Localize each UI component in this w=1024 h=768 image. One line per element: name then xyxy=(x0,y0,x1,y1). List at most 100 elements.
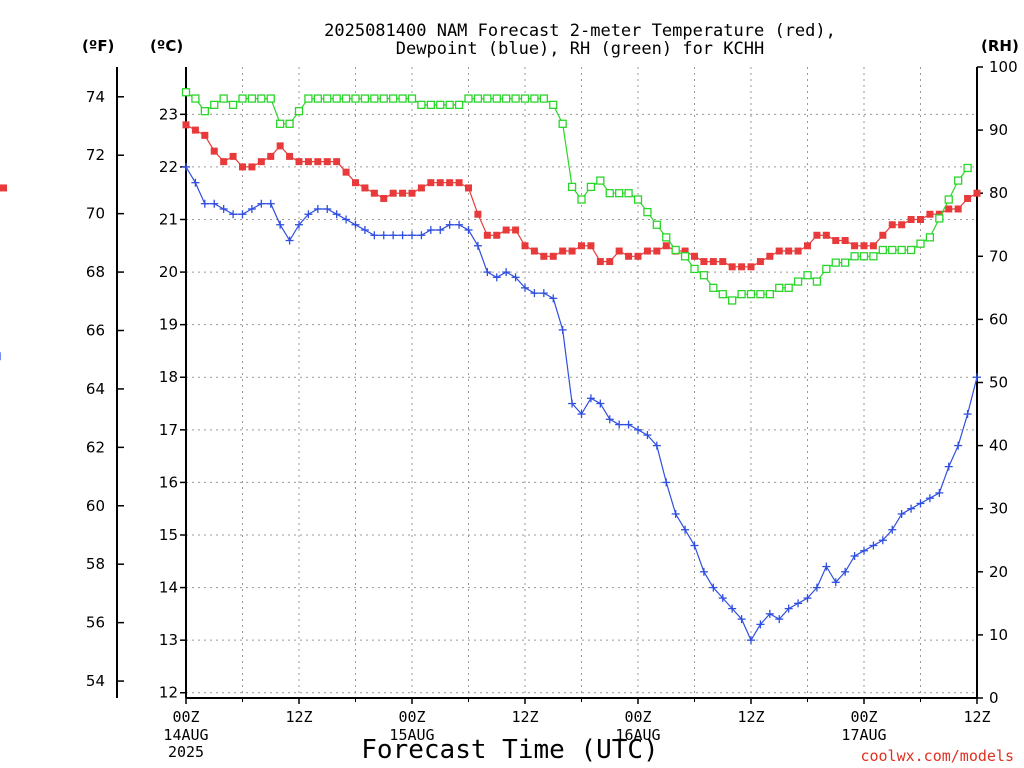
temperature-point xyxy=(267,152,275,160)
dewpoint-point xyxy=(643,431,652,440)
rh-point xyxy=(558,119,567,128)
temperature-point xyxy=(286,152,294,160)
rh-point xyxy=(859,252,869,261)
temperature-point xyxy=(352,179,359,187)
dewpoint-point xyxy=(652,441,661,450)
dewpoint-point xyxy=(596,399,605,408)
temperature-point xyxy=(333,158,341,166)
celsius-tick-label: 16 xyxy=(159,473,178,491)
time-tick-label: 00Z xyxy=(398,708,425,726)
dewpoint-point xyxy=(822,562,831,571)
rh-point xyxy=(313,94,322,103)
temperature-point xyxy=(304,158,312,166)
dewpoint-point xyxy=(483,268,492,277)
fahrenheit-tick-label: 70 xyxy=(86,205,105,223)
fahrenheit-tick-label: 68 xyxy=(86,263,105,281)
rh-tick-label: 30 xyxy=(989,500,1008,518)
temperature-point xyxy=(832,237,840,245)
celsius-tick-label: 22 xyxy=(159,158,178,176)
rh-point xyxy=(841,258,850,267)
dewpoint-point xyxy=(973,373,981,382)
dewpoint-point xyxy=(502,268,511,277)
temperature-point xyxy=(446,179,454,187)
dewpoint-point xyxy=(238,210,247,219)
rh-point xyxy=(360,94,370,103)
rh-point xyxy=(878,245,887,255)
fahrenheit-tick-label: 62 xyxy=(86,438,105,456)
dewpoint-point xyxy=(351,220,360,229)
dewpoint-point xyxy=(756,620,765,629)
dewpoint-point xyxy=(878,536,887,545)
temperature-point xyxy=(643,247,651,255)
rh-point xyxy=(699,271,709,280)
dewpoint-point xyxy=(860,546,868,555)
date-label: 14AUG xyxy=(163,726,208,744)
time-tick-label: 00Z xyxy=(172,708,199,726)
temperature-point xyxy=(917,215,924,223)
temperature-point xyxy=(860,242,868,250)
temperature-point xyxy=(380,194,388,202)
rh-point xyxy=(897,245,906,255)
rh-point xyxy=(954,176,963,185)
dewpoint-point xyxy=(182,162,190,171)
rh-point xyxy=(445,100,454,110)
celsius-tick-label: 20 xyxy=(159,263,178,281)
time-tick-label: 00Z xyxy=(850,708,877,726)
dewpoint-point xyxy=(615,420,624,429)
dewpoint-point xyxy=(210,199,219,208)
rh-point xyxy=(483,94,492,103)
dewpoint-point xyxy=(492,273,501,282)
temperature-point xyxy=(813,231,821,239)
rh-point xyxy=(389,94,398,103)
rh-unit-label: (RH) xyxy=(981,37,1019,55)
celsius-tick-label: 21 xyxy=(159,210,178,228)
temperature-point xyxy=(756,258,764,266)
rh-point xyxy=(812,277,822,286)
dewpoint-point xyxy=(794,599,803,608)
rh-point xyxy=(323,94,332,103)
rh-point xyxy=(370,94,379,103)
temperature-point xyxy=(879,231,887,239)
rh-point xyxy=(596,176,605,185)
temperature-point xyxy=(417,184,425,192)
temperature-point xyxy=(954,205,962,213)
dewpoint-point xyxy=(681,525,690,534)
dewpoint-point xyxy=(389,231,398,240)
dewpoint-point xyxy=(191,178,200,187)
date-label: 17AUG xyxy=(841,726,886,744)
dewpoint-point xyxy=(539,289,548,298)
rh-point xyxy=(662,233,671,242)
dewpoint-point xyxy=(963,410,972,419)
rh-point xyxy=(304,94,313,103)
temperature-point xyxy=(964,194,972,202)
celsius-unit-label: (ºC) xyxy=(150,37,183,55)
rh-point xyxy=(577,195,586,204)
rh-point xyxy=(407,94,417,103)
temperature-point xyxy=(220,158,228,166)
rh-point xyxy=(379,94,388,103)
rh-tick-label: 80 xyxy=(989,184,1008,202)
temperature-point xyxy=(775,247,783,255)
temperature-series xyxy=(0,121,981,271)
rh-point xyxy=(671,245,680,255)
rh-point xyxy=(200,107,209,116)
date-label: 15AUG xyxy=(389,726,434,744)
temperature-point xyxy=(342,168,350,176)
temperature-point xyxy=(653,247,661,255)
rh-point xyxy=(228,100,238,110)
rh-point xyxy=(850,252,859,261)
dewpoint-point xyxy=(925,494,934,503)
dewpoint-point xyxy=(586,394,595,403)
temperature-point xyxy=(427,179,435,187)
temperature-point xyxy=(512,226,520,234)
dewpoint-point xyxy=(907,504,916,513)
temperature-point xyxy=(361,184,369,192)
temperature-point xyxy=(785,247,793,255)
temperature-point xyxy=(295,158,303,166)
temperature-point xyxy=(662,242,670,250)
dewpoint-point xyxy=(728,604,737,613)
temperature-point xyxy=(399,189,407,197)
rh-point xyxy=(276,119,285,128)
dewpoint-point xyxy=(747,636,755,645)
temperature-point xyxy=(521,242,529,250)
